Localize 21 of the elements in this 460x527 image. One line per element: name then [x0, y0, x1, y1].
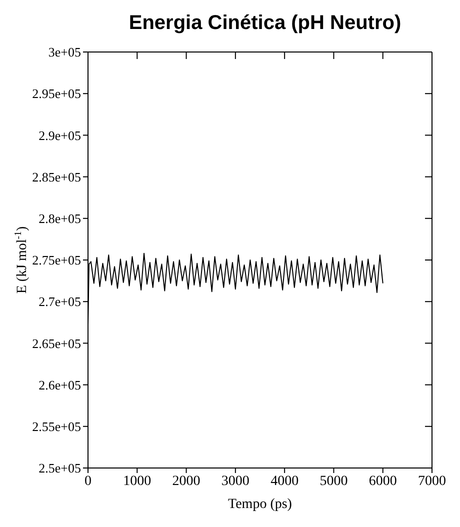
y-tick-label: 3e+05 — [48, 44, 81, 60]
y-tick-label: 2.85e+05 — [32, 169, 81, 184]
x-tick-label: 7000 — [418, 474, 446, 489]
x-axis-title: Tempo (ps) — [228, 497, 292, 512]
y-tick-label: 2.7e+05 — [38, 294, 81, 310]
x-tick-label: 6000 — [368, 474, 397, 489]
x-tick-label: 3000 — [221, 474, 250, 489]
y-tick-label: 2.65e+05 — [32, 336, 81, 351]
y-tick-label: 2.55e+05 — [32, 419, 81, 434]
x-tick-label: 5000 — [320, 474, 348, 489]
x-tick-label: 0 — [84, 474, 92, 489]
y-tick-label: 2.95e+05 — [32, 86, 81, 102]
y-tick-label: 2.8e+05 — [38, 211, 81, 226]
y-tick-label: 2.9e+05 — [38, 128, 81, 143]
x-tick-label: 4000 — [270, 474, 299, 489]
y-tick-label: 2.6e+05 — [38, 377, 81, 392]
y-tick-label: 2.5e+05 — [38, 460, 81, 476]
y-tick-label: 2.75e+05 — [32, 252, 81, 268]
x-tick-label: 2000 — [172, 474, 200, 489]
chart-title: Energia Cinética (pH Neutro) — [128, 11, 402, 36]
x-tick-label: 1000 — [123, 474, 152, 489]
